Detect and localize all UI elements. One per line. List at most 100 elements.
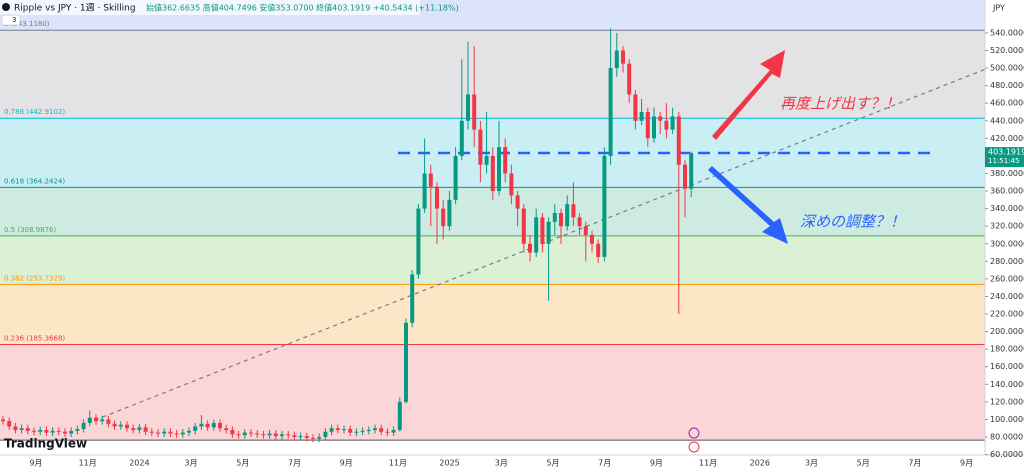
candle-body xyxy=(453,155,458,200)
indicator-toggle[interactable] xyxy=(1,14,21,26)
x-tick-label: 9月 xyxy=(29,459,42,468)
x-tick-label: 7月 xyxy=(598,459,611,468)
candle-body xyxy=(459,120,464,156)
candle-body xyxy=(174,433,179,435)
candle-body xyxy=(490,155,495,192)
band xyxy=(0,235,985,285)
candle-body xyxy=(19,428,24,430)
candle-body xyxy=(156,432,160,434)
candle-body xyxy=(255,433,260,435)
candle-body xyxy=(478,129,483,165)
candle-body xyxy=(342,429,346,431)
candle-body xyxy=(1,419,5,422)
candle-body xyxy=(373,428,377,430)
candle-body xyxy=(385,431,390,433)
candle-body xyxy=(577,217,582,227)
candle-body xyxy=(205,423,210,428)
price-axis xyxy=(985,0,1024,471)
candle-body xyxy=(230,429,235,435)
y-tick-label: 280.0000 xyxy=(990,257,1024,266)
countdown: 11:51:45 xyxy=(988,157,1019,165)
y-tick-label: 300.0000 xyxy=(990,239,1024,248)
candle-body xyxy=(664,120,669,130)
y-tick-label: 380.0000 xyxy=(990,169,1024,178)
candle-body xyxy=(621,50,625,64)
candle-body xyxy=(639,111,644,121)
candle-body xyxy=(689,153,694,189)
candle-body xyxy=(13,426,18,430)
fib-label: 0.5 (308.9876) xyxy=(4,226,56,234)
candle-body xyxy=(273,433,278,437)
candle-body xyxy=(354,431,359,433)
y-tick-label: 200.0000 xyxy=(990,327,1024,336)
candle-body xyxy=(633,94,638,121)
candle-body xyxy=(180,432,185,435)
candle-body xyxy=(261,434,266,436)
fib-label: 0.382 (253.7329) xyxy=(4,274,65,282)
candle-body xyxy=(435,186,439,209)
event-icon[interactable] xyxy=(688,427,700,439)
candle-body xyxy=(608,68,613,156)
candle-body xyxy=(466,94,470,121)
down-arrow xyxy=(708,166,788,244)
y-tick-label: 520.0000 xyxy=(990,46,1024,55)
fib-label: 0.786 (442.9102) xyxy=(4,108,65,116)
y-tick-label: 500.0000 xyxy=(990,64,1024,73)
y-tick-label: 480.0000 xyxy=(990,81,1024,90)
y-tick-label: 100.0000 xyxy=(990,415,1024,424)
x-tick-label: 11月 xyxy=(79,459,97,468)
x-tick-label: 2026 xyxy=(750,459,770,468)
candle-body xyxy=(652,116,656,139)
price-label: 403.1919 xyxy=(988,148,1024,157)
currency: JPY xyxy=(992,4,1005,13)
y-tick-label: 220.0000 xyxy=(990,310,1024,319)
candle-body xyxy=(441,208,446,227)
candle-body xyxy=(447,199,452,227)
y-tick-label: 240.0000 xyxy=(990,292,1024,301)
annotation: 再度上げ出す？！ xyxy=(780,95,900,113)
y-tick-label: 60.0000 xyxy=(990,450,1023,459)
candle-body xyxy=(311,437,315,439)
candle-body xyxy=(168,431,173,434)
event-icon[interactable] xyxy=(688,441,700,453)
candle-body xyxy=(118,424,123,427)
candle-body xyxy=(422,173,427,209)
candle-body xyxy=(32,430,36,432)
candle-body xyxy=(112,423,117,427)
candle-body xyxy=(658,116,663,121)
watermark: TradingView xyxy=(4,437,87,451)
band xyxy=(0,344,985,441)
candle-body xyxy=(497,147,501,192)
x-tick-label: 5月 xyxy=(236,459,249,468)
x-tick-label: 2025 xyxy=(439,459,459,468)
candle-body xyxy=(583,226,588,235)
x-tick-label: 5月 xyxy=(546,459,559,468)
candle-body xyxy=(323,431,328,437)
candle-body xyxy=(63,431,67,434)
x-tick-label: 11月 xyxy=(699,459,717,468)
candle-body xyxy=(397,401,402,430)
candle-body xyxy=(590,234,594,244)
annotation: 深めの調整？！ xyxy=(800,213,905,231)
candle-body xyxy=(528,243,532,253)
candle-body xyxy=(25,428,30,431)
candle-body xyxy=(298,436,303,438)
candle-body xyxy=(7,421,12,427)
candle-body xyxy=(410,274,415,323)
candle-body xyxy=(683,164,687,189)
x-tick-label: 7月 xyxy=(288,459,301,468)
candle-body xyxy=(645,111,650,139)
candle-body xyxy=(503,147,508,174)
candle-body xyxy=(472,94,477,130)
candle-body xyxy=(360,430,365,432)
candle-body xyxy=(552,213,557,222)
candle-body xyxy=(199,423,204,427)
x-tick-label: 9月 xyxy=(960,459,973,468)
x-tick-label: 11月 xyxy=(389,459,407,468)
candle-body xyxy=(211,422,216,428)
fib-label: 1 (543.1180) xyxy=(4,20,50,28)
x-tick-label: 9月 xyxy=(650,459,663,468)
candle-body xyxy=(559,213,563,227)
candle-body xyxy=(280,434,284,437)
candle-body xyxy=(602,155,607,257)
